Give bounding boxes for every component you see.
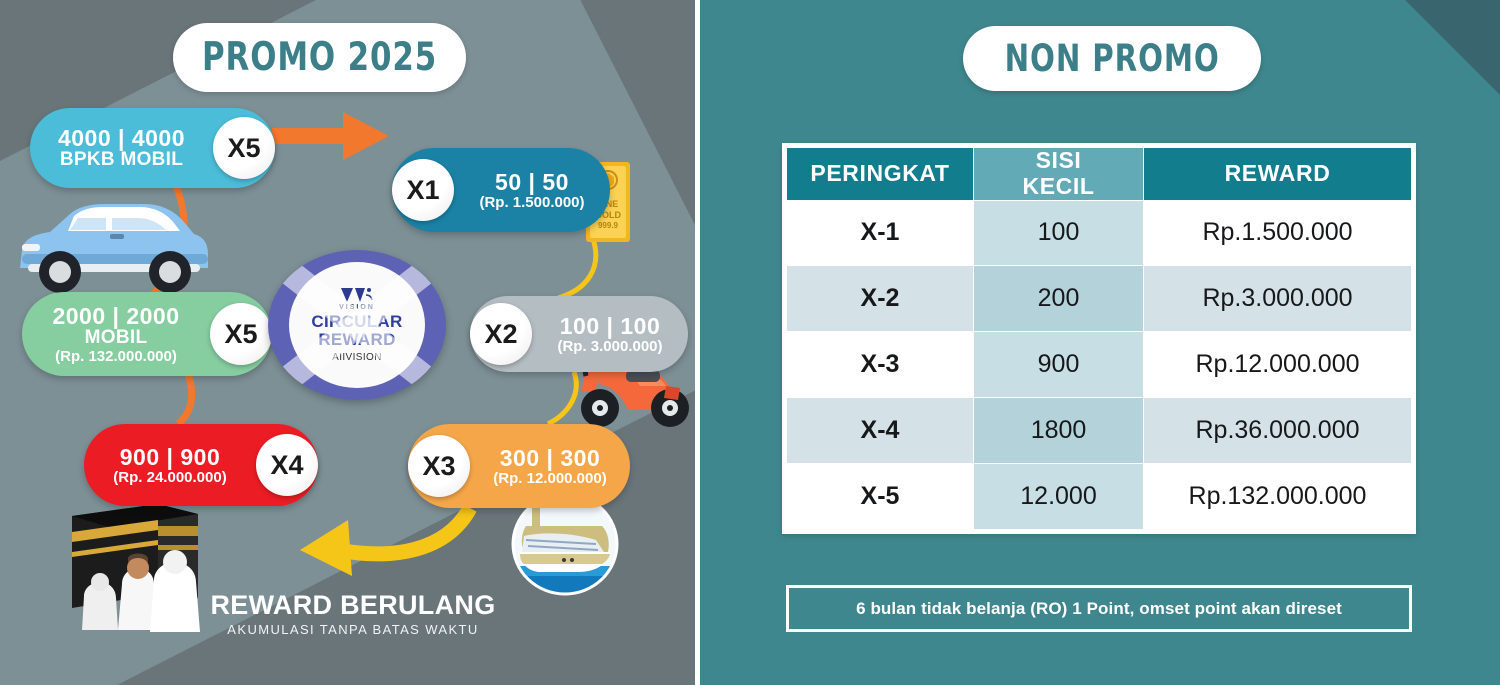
cell-peringkat: X-2 xyxy=(786,265,974,333)
car-icon xyxy=(20,204,208,293)
cell-reward: Rp.12.000.000 xyxy=(1143,331,1412,399)
circular-brand: AIIVISION xyxy=(332,351,382,363)
table-row: X-1 100 Rp.1.500.000 xyxy=(786,199,1412,267)
cell-sisi-kecil: 900 xyxy=(973,331,1144,399)
vision-wordmark: VISION xyxy=(339,304,375,312)
reward-money: (Rp. 12.000.000) xyxy=(493,469,607,487)
cell-peringkat: X-1 xyxy=(786,199,974,267)
reward-amount: 50 | 50 xyxy=(495,168,569,195)
circular-line-1: CIRCULAR xyxy=(311,312,403,332)
vision-mark-icon xyxy=(340,288,373,303)
caption-sub: AKUMULASI TANPA BATAS WAKTU xyxy=(227,622,479,637)
cell-reward: Rp.3.000.000 xyxy=(1143,265,1412,333)
reward-pill-umroh[interactable]: 900 | 900 (Rp. 24.000.000) X4 xyxy=(84,424,318,506)
cell-reward: Rp.36.000.000 xyxy=(1143,397,1412,465)
reward-money: (Rp. 24.000.000) xyxy=(113,468,227,486)
panel-divider xyxy=(695,0,700,685)
reward-text: 2000 | 2000 MOBIL (Rp. 132.000.000) xyxy=(22,302,210,365)
reward-multiplier-badge: X3 xyxy=(408,435,470,497)
svg-text:GOLD: GOLD xyxy=(595,210,621,220)
reward-text: 900 | 900 (Rp. 24.000.000) xyxy=(84,443,256,486)
corner-accent xyxy=(1405,0,1500,95)
table-header-row: PERINGKAT SISI KECIL REWARD xyxy=(786,147,1412,201)
reward-pill-gold[interactable]: X1 50 | 50 (Rp. 1.500.000) xyxy=(392,148,610,232)
circular-reward-badge: VISION CIRCULAR REWARD AIIVISION xyxy=(268,250,446,400)
circular-line-2: REWARD xyxy=(318,330,396,349)
reward-multiplier-badge: X1 xyxy=(392,159,454,221)
reward-label: MOBIL xyxy=(84,326,148,348)
reward-multiplier-badge: X4 xyxy=(256,434,318,496)
promo-header-pill: PROMO 2025 xyxy=(173,23,466,92)
cell-sisi-kecil: 200 xyxy=(973,265,1144,333)
table-row: X-2 200 Rp.3.000.000 xyxy=(786,265,1412,333)
reward-table-wrapper: PERINGKAT SISI KECIL REWARD X-1 100 Rp.1… xyxy=(782,143,1416,534)
reward-text: 300 | 300 (Rp. 12.000.000) xyxy=(470,444,630,487)
reward-money: (Rp. 3.000.000) xyxy=(557,337,663,355)
reward-amount: 2000 | 2000 xyxy=(52,302,180,329)
cell-peringkat: X-5 xyxy=(786,463,974,530)
vision-logo-icon: VISION xyxy=(339,287,375,311)
reset-note-box: 6 bulan tidak belanja (RO) 1 Point, omse… xyxy=(786,585,1412,632)
column-header-sisi-kecil: SISI KECIL xyxy=(973,147,1144,201)
column-header-peringkat: PERINGKAT xyxy=(786,147,974,201)
cruise-ship-icon xyxy=(511,492,619,596)
kaaba-icon xyxy=(72,504,200,632)
reward-pill-motor[interactable]: X2 100 | 100 (Rp. 3.000.000) xyxy=(470,296,688,372)
reward-amount: 900 | 900 xyxy=(119,443,221,470)
table-row: X-3 900 Rp.12.000.000 xyxy=(786,331,1412,399)
reward-text: 100 | 100 (Rp. 3.000.000) xyxy=(532,312,688,355)
cell-sisi-kecil: 12.000 xyxy=(973,463,1144,530)
svg-text:FINE: FINE xyxy=(598,199,619,209)
reward-amount: 4000 | 4000 xyxy=(57,124,186,151)
non-promo-header-pill: NON PROMO xyxy=(963,26,1261,91)
non-promo-header-label: NON PROMO xyxy=(1004,37,1220,80)
reward-amount: 100 | 100 xyxy=(559,312,661,339)
svg-text:999.9: 999.9 xyxy=(598,221,619,230)
table-row: X-4 1800 Rp.36.000.000 xyxy=(786,397,1412,465)
promo-header-label: PROMO 2025 xyxy=(201,35,438,80)
flow-arrows xyxy=(143,112,599,576)
sisi-kecil-line1: SISI xyxy=(1035,147,1082,173)
column-header-reward: REWARD xyxy=(1143,147,1412,201)
cell-sisi-kecil: 1800 xyxy=(973,397,1144,465)
table-body: X-1 100 Rp.1.500.000 X-2 200 Rp.3.000.00… xyxy=(786,199,1412,530)
sisi-kecil-line2: KECIL xyxy=(1022,172,1095,199)
cell-sisi-kecil: 100 xyxy=(973,199,1144,267)
cell-reward: Rp.1.500.000 xyxy=(1143,199,1412,267)
circular-badge-inner: VISION CIRCULAR REWARD AIIVISION xyxy=(289,262,425,388)
reward-multiplier-badge: X2 xyxy=(470,303,532,365)
reward-multiplier-badge: X5 xyxy=(213,117,275,179)
reward-text: 4000 | 4000 BPKB MOBIL xyxy=(30,126,213,170)
reward-amount: 300 | 300 xyxy=(499,444,601,471)
table-head: PERINGKAT SISI KECIL REWARD xyxy=(786,147,1412,201)
reward-money: (Rp. 1.500.000) xyxy=(479,193,585,211)
cell-peringkat: X-4 xyxy=(786,397,974,465)
reward-money: (Rp. 132.000.000) xyxy=(55,347,177,365)
reward-label: BPKB MOBIL xyxy=(59,149,184,171)
reward-text: 50 | 50 (Rp. 1.500.000) xyxy=(454,168,610,211)
cell-peringkat: X-3 xyxy=(786,331,974,399)
reward-pill-mobil[interactable]: 2000 | 2000 MOBIL (Rp. 132.000.000) X5 xyxy=(22,292,272,376)
reward-pill-bpkb-mobil[interactable]: 4000 | 4000 BPKB MOBIL X5 xyxy=(30,108,275,188)
promo-panel: FINE GOLD 999.9 xyxy=(0,0,695,685)
table-row: X-5 12.000 Rp.132.000.000 xyxy=(786,463,1412,530)
reward-pill-kapal[interactable]: X3 300 | 300 (Rp. 12.000.000) xyxy=(408,424,630,508)
reward-multiplier-badge: X5 xyxy=(210,303,272,365)
reset-note-text: 6 bulan tidak belanja (RO) 1 Point, omse… xyxy=(856,598,1342,618)
caption-main: REWARD BERULANG xyxy=(210,590,496,620)
cell-reward: Rp.132.000.000 xyxy=(1143,463,1412,530)
reward-table: PERINGKAT SISI KECIL REWARD X-1 100 Rp.1… xyxy=(786,147,1412,530)
